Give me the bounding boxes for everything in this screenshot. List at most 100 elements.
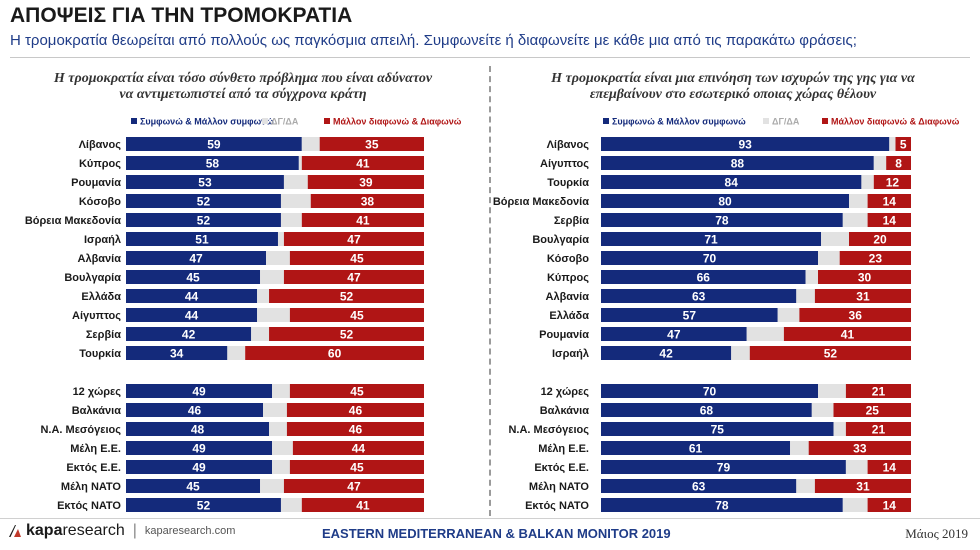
category-label: Λίβανος xyxy=(547,139,590,151)
bar-dk xyxy=(272,441,293,455)
header-divider xyxy=(10,57,970,58)
value-label-agree: 45 xyxy=(186,480,200,494)
value-label-disagree: 41 xyxy=(356,157,370,171)
bar-disagree xyxy=(301,156,424,170)
bar-disagree xyxy=(289,308,424,322)
category-label: Σερβία xyxy=(554,215,589,227)
value-label-disagree: 47 xyxy=(347,271,361,285)
value-label-agree: 88 xyxy=(731,157,745,171)
category-label: Σερβία xyxy=(86,329,121,341)
bar-agree xyxy=(601,479,797,493)
bar-dk xyxy=(301,137,320,151)
legend-swatch xyxy=(603,118,609,124)
value-label-disagree: 47 xyxy=(347,480,361,494)
legend-label: Μάλλον διαφωνώ & Διαφωνώ xyxy=(333,117,462,127)
value-label-agree: 52 xyxy=(197,195,211,209)
bar-agree xyxy=(601,327,747,341)
bar-agree xyxy=(601,460,846,474)
category-label: Αίγυπτος xyxy=(72,310,121,322)
bar-agree xyxy=(126,498,281,512)
chart-title-line: Η τρομοκρατία είναι μια επινόηση των ισχ… xyxy=(550,71,915,86)
bar-agree xyxy=(126,327,252,341)
category-label: Κόσοβο xyxy=(547,253,589,265)
category-label: Βαλκάνια xyxy=(72,405,122,417)
bar-dk xyxy=(298,156,302,170)
bar-agree xyxy=(601,251,818,265)
value-label-disagree: 25 xyxy=(866,404,880,418)
value-label-disagree: 47 xyxy=(347,233,361,247)
bar-dk xyxy=(251,327,270,341)
bar-agree xyxy=(126,460,273,474)
bar-dk xyxy=(842,498,868,512)
value-label-agree: 49 xyxy=(192,385,206,399)
value-label-disagree: 45 xyxy=(350,385,364,399)
value-label-agree: 47 xyxy=(189,252,203,266)
bar-agree xyxy=(126,175,284,189)
kapa-logo-icon xyxy=(9,525,21,537)
bar-dk xyxy=(260,479,284,493)
legend-swatch xyxy=(324,118,330,124)
bar-dk xyxy=(796,289,815,303)
footer-monitor-title: EASTERN MEDITERRANEAN & BALKAN MONITOR 2… xyxy=(322,526,671,541)
value-label-disagree: 36 xyxy=(849,309,863,323)
bar-disagree xyxy=(289,460,424,474)
value-label-disagree: 30 xyxy=(858,271,872,285)
legend-label: Μάλλον διαφωνώ & Διαφωνώ xyxy=(831,117,960,127)
value-label-agree: 58 xyxy=(206,157,220,171)
bar-dk xyxy=(889,137,896,151)
bar-agree xyxy=(601,194,849,208)
value-label-agree: 34 xyxy=(170,347,184,361)
category-label: Λίβανος xyxy=(79,139,122,151)
bar-agree xyxy=(601,137,890,151)
value-label-agree: 51 xyxy=(195,233,209,247)
footer-logo: kaparesearch | kaparesearch.com xyxy=(8,522,235,540)
category-label: Ελλάδα xyxy=(549,310,589,322)
value-label-agree: 84 xyxy=(725,176,739,190)
page-title: ΑΠΟΨΕΙΣ ΓΙΑ ΤΗΝ ΤΡΟΜΟΚΡΑΤΙΑ xyxy=(10,4,353,27)
value-label-disagree: 46 xyxy=(349,404,363,418)
bar-dk xyxy=(873,156,887,170)
value-label-agree: 49 xyxy=(192,442,206,456)
category-label: Βαλκάνια xyxy=(540,405,590,417)
value-label-agree: 57 xyxy=(683,309,697,323)
legend-swatch xyxy=(822,118,828,124)
chart-title-line: επεμβαίνουν στο εσωτερικό οποιας χώρας θ… xyxy=(590,87,877,102)
category-label: Ελλάδα xyxy=(81,291,121,303)
category-label: Ισραήλ xyxy=(552,348,589,360)
bar-disagree xyxy=(307,175,424,189)
bar-agree xyxy=(601,403,812,417)
bar-disagree xyxy=(319,137,424,151)
bar-agree xyxy=(126,213,281,227)
bar-disagree xyxy=(283,479,424,493)
value-label-disagree: 41 xyxy=(356,499,370,513)
bar-disagree xyxy=(845,422,911,436)
value-label-agree: 61 xyxy=(689,442,703,456)
category-label: Εκτός ΝΑΤΟ xyxy=(525,500,589,512)
value-label-agree: 93 xyxy=(738,138,752,152)
bar-dk xyxy=(731,346,750,360)
bar-dk xyxy=(269,422,287,436)
bar-agree xyxy=(601,498,843,512)
value-label-disagree: 33 xyxy=(853,442,867,456)
value-label-disagree: 23 xyxy=(869,252,883,266)
footer-divider xyxy=(0,518,980,519)
bar-dk xyxy=(272,384,290,398)
bar-agree xyxy=(601,175,862,189)
bar-disagree xyxy=(867,194,911,208)
value-label-agree: 75 xyxy=(711,423,725,437)
bar-agree xyxy=(126,194,281,208)
category-label: Ρουμανία xyxy=(71,177,121,189)
bar-dk xyxy=(818,384,846,398)
value-label-disagree: 45 xyxy=(350,309,364,323)
bar-disagree xyxy=(286,422,424,436)
value-label-agree: 68 xyxy=(700,404,714,418)
bar-dk xyxy=(746,327,784,341)
bar-disagree xyxy=(283,270,424,284)
value-label-agree: 80 xyxy=(718,195,732,209)
bar-disagree xyxy=(289,384,424,398)
value-label-disagree: 41 xyxy=(841,328,855,342)
legend-label: ΔΓ/ΔΑ xyxy=(772,117,800,127)
value-label-disagree: 21 xyxy=(872,423,886,437)
bar-disagree xyxy=(301,498,424,512)
value-label-disagree: 38 xyxy=(361,195,375,209)
